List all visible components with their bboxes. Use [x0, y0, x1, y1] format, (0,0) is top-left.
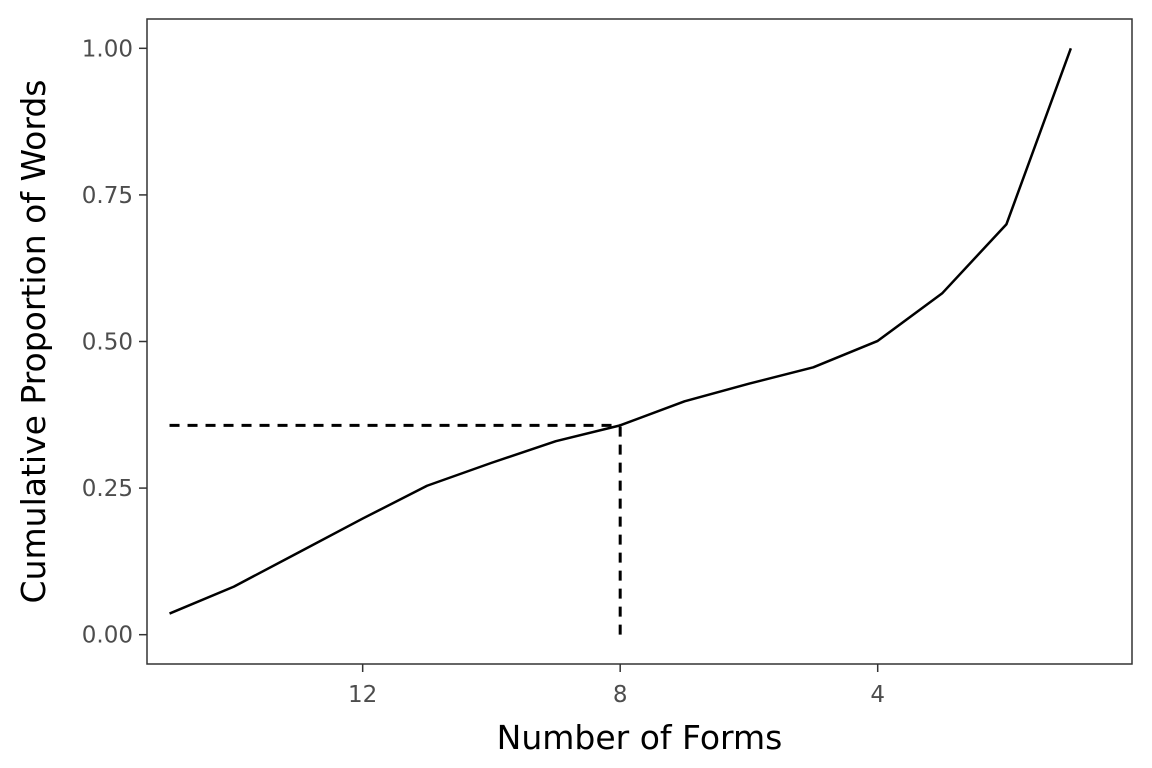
x-tick-label: 8 — [613, 682, 628, 708]
y-tick-label: 1.00 — [82, 36, 133, 62]
y-axis-title: Cumulative Proportion of Words — [14, 80, 53, 604]
y-tick-label: 0.25 — [82, 476, 133, 502]
y-tick-label: 0.75 — [82, 183, 133, 209]
y-axis: 0.00 0.25 0.50 0.75 1.00 — [82, 36, 147, 649]
y-tick-label: 0.00 — [82, 623, 133, 649]
x-axis: 12 8 4 — [348, 664, 885, 708]
plot-area — [169, 47, 1073, 635]
x-axis-title: Number of Forms — [497, 718, 783, 757]
y-tick-label: 0.50 — [82, 330, 133, 356]
series-line-0 — [169, 47, 1073, 615]
x-tick-label: 12 — [348, 682, 377, 708]
x-tick-label: 4 — [870, 682, 885, 708]
